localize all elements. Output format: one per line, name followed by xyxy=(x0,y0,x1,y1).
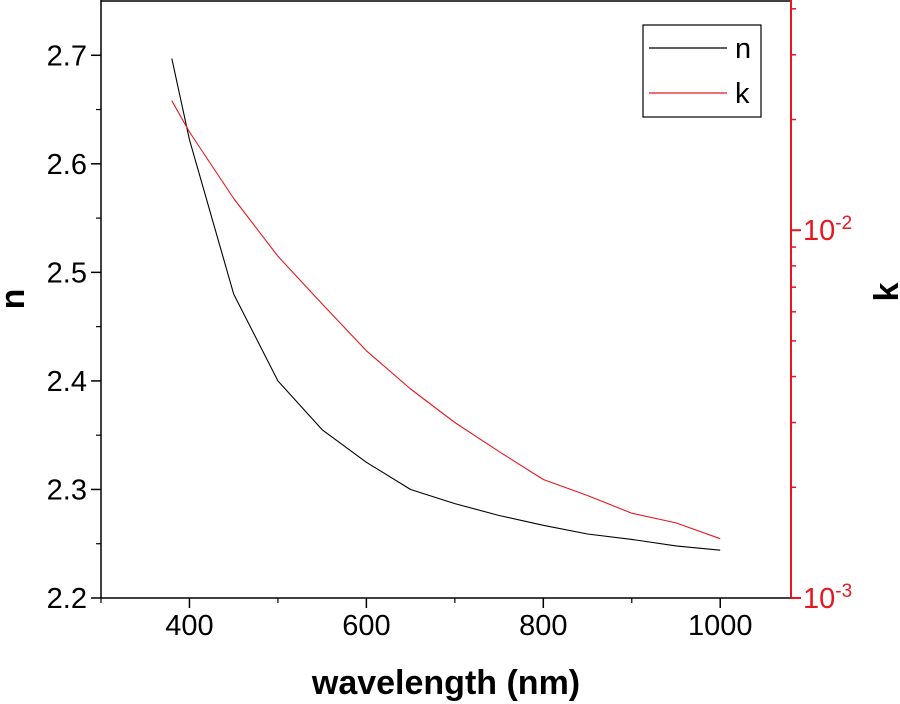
legend: n k xyxy=(642,24,762,118)
y-right-tick-label: 10-3 xyxy=(803,581,852,615)
y-left-tick-label: 2.6 xyxy=(47,149,87,181)
x-tick-label: 800 xyxy=(519,610,567,642)
y-left-axis-title: n xyxy=(0,289,32,310)
x-tick-label: 400 xyxy=(165,610,213,642)
y-right-axis-title: k xyxy=(868,282,900,301)
y-left-tick-label: 2.4 xyxy=(47,366,87,398)
y-left-tick-label: 2.5 xyxy=(47,257,87,289)
x-axis-title: wavelength (nm) xyxy=(311,664,580,702)
legend-label-n: n xyxy=(735,33,751,65)
x-tick-label: 600 xyxy=(342,610,390,642)
series-line-n xyxy=(171,58,721,551)
y-right-tick-label: 10-2 xyxy=(803,213,852,247)
x-tick-label: 1000 xyxy=(688,610,753,642)
legend-label-k: k xyxy=(735,78,750,110)
y-left-tick-label: 2.3 xyxy=(47,474,87,506)
y-left-tick-label: 2.2 xyxy=(47,583,87,615)
series-line-k xyxy=(171,100,721,540)
y-left-tick-label: 2.7 xyxy=(47,40,87,72)
legend-box xyxy=(642,24,762,118)
